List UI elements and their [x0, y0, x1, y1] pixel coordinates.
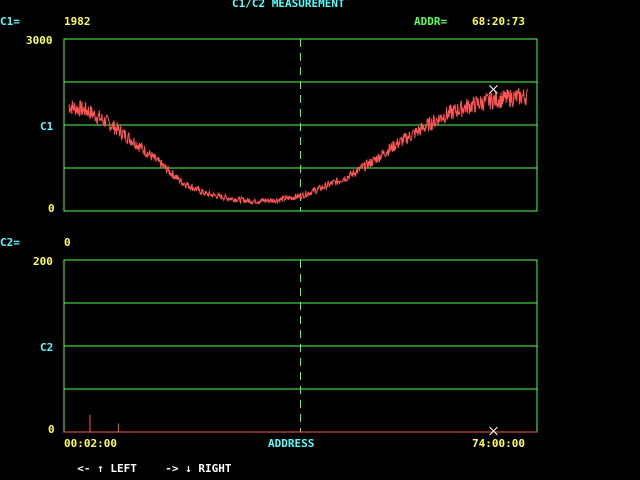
help-left: <- ↑ LEFT	[64, 451, 137, 475]
plot1-ymax: 3000	[26, 34, 53, 47]
left-help-label: LEFT	[110, 462, 137, 475]
plot1-ylabel: C1	[40, 120, 54, 133]
x-axis-label: ADDRESS	[268, 437, 315, 450]
plot2-ymin: 0	[48, 423, 55, 436]
plot2-end-marker	[489, 426, 498, 436]
c1-value: 1982	[64, 15, 91, 28]
plot1-trace	[68, 87, 528, 206]
down-arrow-icon: ↓	[185, 462, 192, 475]
plot2-ymax: 200	[33, 255, 53, 268]
c1-label: C1=	[0, 15, 20, 28]
left-arrow-keys: <-	[77, 462, 98, 475]
c2-label: C2=	[0, 236, 20, 249]
addr-value: 68:20:73	[472, 15, 525, 28]
x-start-label: 00:02:00	[64, 437, 117, 450]
up-arrow-icon: ↑	[97, 462, 104, 475]
help-right: -> ↓ RIGHT	[152, 451, 232, 475]
plot1-ymin: 0	[48, 202, 55, 215]
window-title: C1/C2 MEASUREMENT	[232, 0, 345, 10]
right-arrow-keys: ->	[165, 462, 186, 475]
plot2-ylabel: C2	[40, 341, 54, 354]
x-end-label: 74:00:00	[472, 437, 525, 450]
plot1-end-marker	[489, 85, 498, 94]
addr-label: ADDR=	[414, 15, 448, 28]
c2-value: 0	[64, 236, 71, 249]
right-help-label: RIGHT	[198, 462, 232, 475]
